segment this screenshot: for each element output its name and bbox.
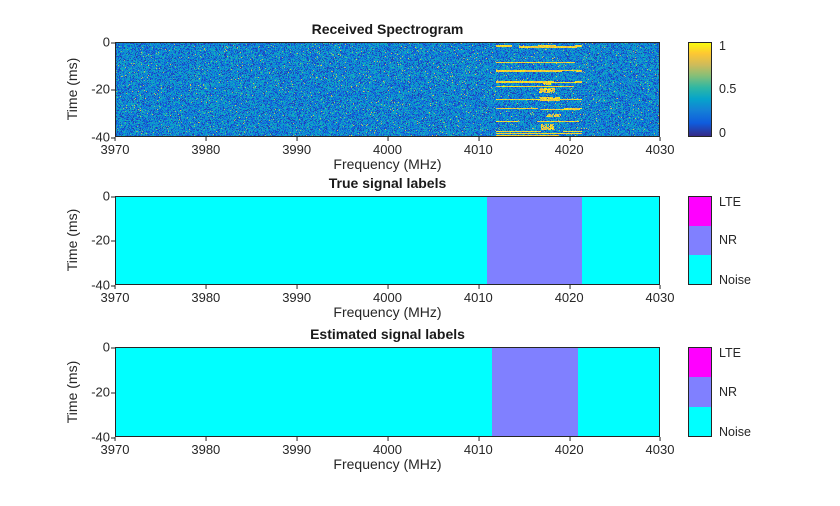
y-tick-label: -40: [70, 431, 115, 444]
estimated-labels-x-axis-label: Frequency (MHz): [333, 456, 442, 472]
legend-label-noise: Noise: [719, 424, 751, 439]
legend-label-nr: NR: [719, 232, 738, 247]
true-labels-x-ticks: 3970 3980 3990 4000 4010 4020 4030: [101, 285, 674, 305]
estimated-labels-title: Estimated signal labels: [310, 326, 465, 342]
y-tick-label: -40: [70, 131, 115, 144]
colorbar-tick-label: 1: [719, 38, 726, 53]
colorbar-tick-label: 0.5: [719, 81, 737, 96]
x-tick-label: 4000: [373, 285, 402, 305]
segment-nr: [487, 197, 583, 284]
x-tick-label: 4010: [463, 137, 493, 157]
x-tick-label: 4000: [373, 137, 402, 157]
x-tick-label: 3990: [282, 137, 312, 157]
x-tick-label: 4010: [463, 437, 493, 457]
x-tick-label: 4030: [645, 285, 675, 305]
spectrogram-x-axis-label: Frequency (MHz): [333, 156, 442, 172]
class-colorbar-est: [688, 347, 712, 437]
class-colorbar-true: [688, 196, 712, 285]
legend-label-lte: LTE: [719, 194, 741, 209]
segment-noise: [116, 348, 492, 436]
x-tick-label: 3970: [100, 437, 130, 457]
x-tick-label: 4000: [373, 437, 402, 457]
legend-swatch-lte: [689, 348, 711, 378]
label-plot-true: [115, 196, 660, 285]
x-tick-label: 4010: [463, 285, 493, 305]
spectrogram-canvas: [115, 42, 660, 137]
segment-noise: [577, 348, 659, 436]
y-tick-label: 0: [70, 36, 115, 49]
estimated-labels-x-ticks: 3970 3980 3990 4000 4010 4020 4030: [101, 437, 674, 457]
legend-swatch-nr: [689, 226, 711, 255]
legend-label-noise: Noise: [719, 272, 751, 287]
spectrogram-title: Received Spectrogram: [311, 21, 464, 37]
legend-swatch-noise: [689, 406, 711, 436]
x-tick-label: 3980: [191, 137, 221, 157]
colorbar-tick-label: 0: [719, 125, 726, 140]
x-tick-label: 4020: [554, 137, 584, 157]
legend-label-lte: LTE: [719, 345, 741, 360]
x-tick-label: 4030: [645, 437, 675, 457]
x-tick-label: 4020: [554, 437, 584, 457]
y-tick-label: -20: [70, 234, 115, 247]
label-plot-est: [115, 347, 660, 437]
true-labels-title: True signal labels: [328, 175, 447, 191]
x-tick-label: 3990: [282, 437, 312, 457]
x-tick-label: 4030: [645, 137, 675, 157]
segment-noise: [116, 197, 488, 284]
x-tick-label: 3980: [191, 437, 221, 457]
y-tick-label: -20: [70, 386, 115, 399]
y-tick-label: 0: [70, 341, 115, 354]
legend-swatch-nr: [689, 377, 711, 407]
segment-noise: [582, 197, 659, 284]
x-tick-label: 3980: [191, 285, 221, 305]
spectrogram-x-ticks: 3970 3980 3990 4000 4010 4020 4030: [101, 137, 674, 157]
x-tick-label: 3970: [100, 285, 130, 305]
true-labels-x-axis-label: Frequency (MHz): [333, 304, 442, 320]
y-tick-label: -20: [70, 83, 115, 96]
x-tick-label: 3990: [282, 285, 312, 305]
legend-swatch-lte: [689, 197, 711, 226]
parula-colorbar: [688, 42, 712, 137]
legend-swatch-noise: [689, 255, 711, 284]
segment-nr: [491, 348, 578, 436]
legend-label-nr: NR: [719, 384, 738, 399]
y-tick-label: -40: [70, 279, 115, 292]
x-tick-label: 4020: [554, 285, 584, 305]
y-tick-label: 0: [70, 190, 115, 203]
x-tick-label: 3970: [100, 137, 130, 157]
